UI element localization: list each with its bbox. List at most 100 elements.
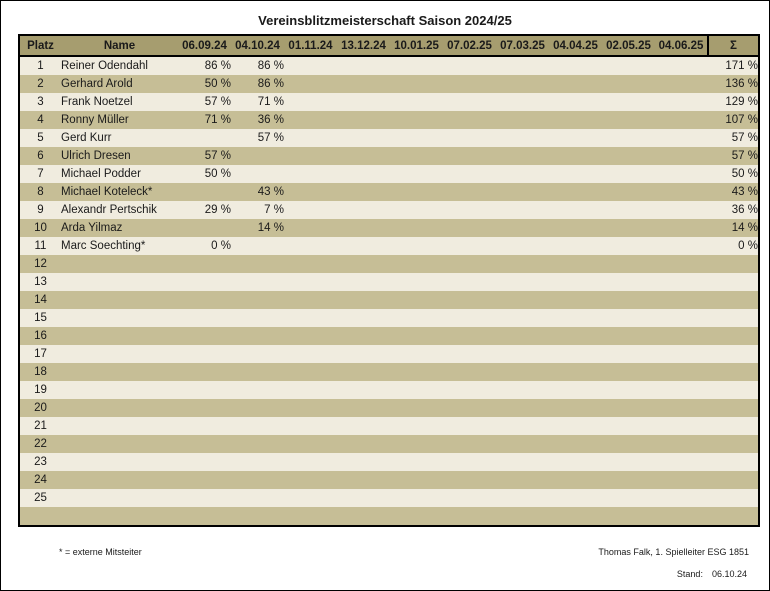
column-header-date-2: 04.10.24: [231, 35, 284, 57]
score-cell: [655, 93, 708, 111]
total-cell: 43 %: [708, 183, 759, 201]
score-cell: [602, 471, 655, 489]
score-cell: [337, 363, 390, 381]
platz-cell: 9: [19, 201, 61, 219]
table-row: [19, 507, 759, 526]
standings-table: Platz Name 06.09.24 04.10.24 01.11.24 13.12.2…: [18, 34, 760, 527]
table-row: 13: [19, 273, 759, 291]
score-cell: [655, 165, 708, 183]
score-cell: [655, 183, 708, 201]
score-cell: [178, 327, 231, 345]
table-row: 11 Marc Soechting* 0 % 0 %: [19, 237, 759, 255]
platz-cell: 20: [19, 399, 61, 417]
column-header-date-4: 13.12.24: [337, 35, 390, 57]
score-cell: [443, 93, 496, 111]
name-cell: Arda Yilmaz: [61, 219, 178, 237]
score-cell: [655, 471, 708, 489]
score-cell: [390, 75, 443, 93]
score-cell: [337, 489, 390, 507]
score-cell: [496, 183, 549, 201]
table-row: 17: [19, 345, 759, 363]
score-cell: [337, 56, 390, 75]
score-cell: [443, 165, 496, 183]
score-cell: [443, 309, 496, 327]
score-cell: [655, 219, 708, 237]
score-cell: [443, 363, 496, 381]
score-cell: [337, 453, 390, 471]
total-cell: [708, 417, 759, 435]
total-cell: 50 %: [708, 165, 759, 183]
platz-cell: 14: [19, 291, 61, 309]
score-cell: [337, 129, 390, 147]
score-cell: [337, 327, 390, 345]
score-cell: [443, 453, 496, 471]
score-cell: [337, 471, 390, 489]
score-cell: [549, 129, 602, 147]
table-row: 22: [19, 435, 759, 453]
score-cell: [231, 255, 284, 273]
score-cell: [284, 56, 337, 75]
score-cell: [178, 183, 231, 201]
score-cell: [496, 381, 549, 399]
score-cell: [655, 381, 708, 399]
score-cell: 14 %: [231, 219, 284, 237]
score-cell: [390, 309, 443, 327]
score-cell: [549, 93, 602, 111]
score-cell: [231, 453, 284, 471]
score-cell: [284, 111, 337, 129]
score-cell: [337, 345, 390, 363]
score-cell: [337, 147, 390, 165]
score-cell: [284, 237, 337, 255]
score-cell: 71 %: [231, 93, 284, 111]
score-cell: [549, 471, 602, 489]
total-cell: [708, 327, 759, 345]
score-cell: [337, 417, 390, 435]
score-cell: [496, 417, 549, 435]
name-cell: Michael Podder: [61, 165, 178, 183]
score-cell: [443, 129, 496, 147]
name-cell: [61, 291, 178, 309]
platz-cell: 10: [19, 219, 61, 237]
total-cell: 171 %: [708, 56, 759, 75]
table-row: 23: [19, 453, 759, 471]
score-cell: [231, 435, 284, 453]
score-cell: [178, 417, 231, 435]
score-cell: [390, 219, 443, 237]
score-cell: [284, 507, 337, 526]
score-cell: [496, 219, 549, 237]
score-cell: [655, 435, 708, 453]
score-cell: [549, 435, 602, 453]
score-cell: 86 %: [231, 75, 284, 93]
stand-label: Stand:: [676, 569, 703, 579]
total-cell: 14 %: [708, 219, 759, 237]
score-cell: [284, 201, 337, 219]
table-row: 2 Gerhard Arold 50 % 86 % 136 %: [19, 75, 759, 93]
name-cell: Alexandr Pertschik: [61, 201, 178, 219]
score-cell: [284, 93, 337, 111]
score-cell: [443, 273, 496, 291]
score-cell: 29 %: [178, 201, 231, 219]
score-cell: [496, 345, 549, 363]
total-cell: [708, 471, 759, 489]
score-cell: [178, 363, 231, 381]
table-row: 7 Michael Podder 50 % 50 %: [19, 165, 759, 183]
total-cell: [708, 345, 759, 363]
name-cell: [61, 507, 178, 526]
score-cell: 57 %: [231, 129, 284, 147]
score-cell: [602, 75, 655, 93]
score-cell: [602, 273, 655, 291]
score-cell: [284, 75, 337, 93]
platz-cell: 25: [19, 489, 61, 507]
score-cell: [443, 489, 496, 507]
score-cell: [231, 345, 284, 363]
score-cell: [496, 147, 549, 165]
total-cell: 107 %: [708, 111, 759, 129]
total-cell: [708, 453, 759, 471]
score-cell: [390, 111, 443, 129]
score-cell: [390, 399, 443, 417]
score-cell: [178, 255, 231, 273]
score-cell: [284, 129, 337, 147]
score-cell: [284, 183, 337, 201]
score-cell: [390, 507, 443, 526]
score-cell: [496, 129, 549, 147]
